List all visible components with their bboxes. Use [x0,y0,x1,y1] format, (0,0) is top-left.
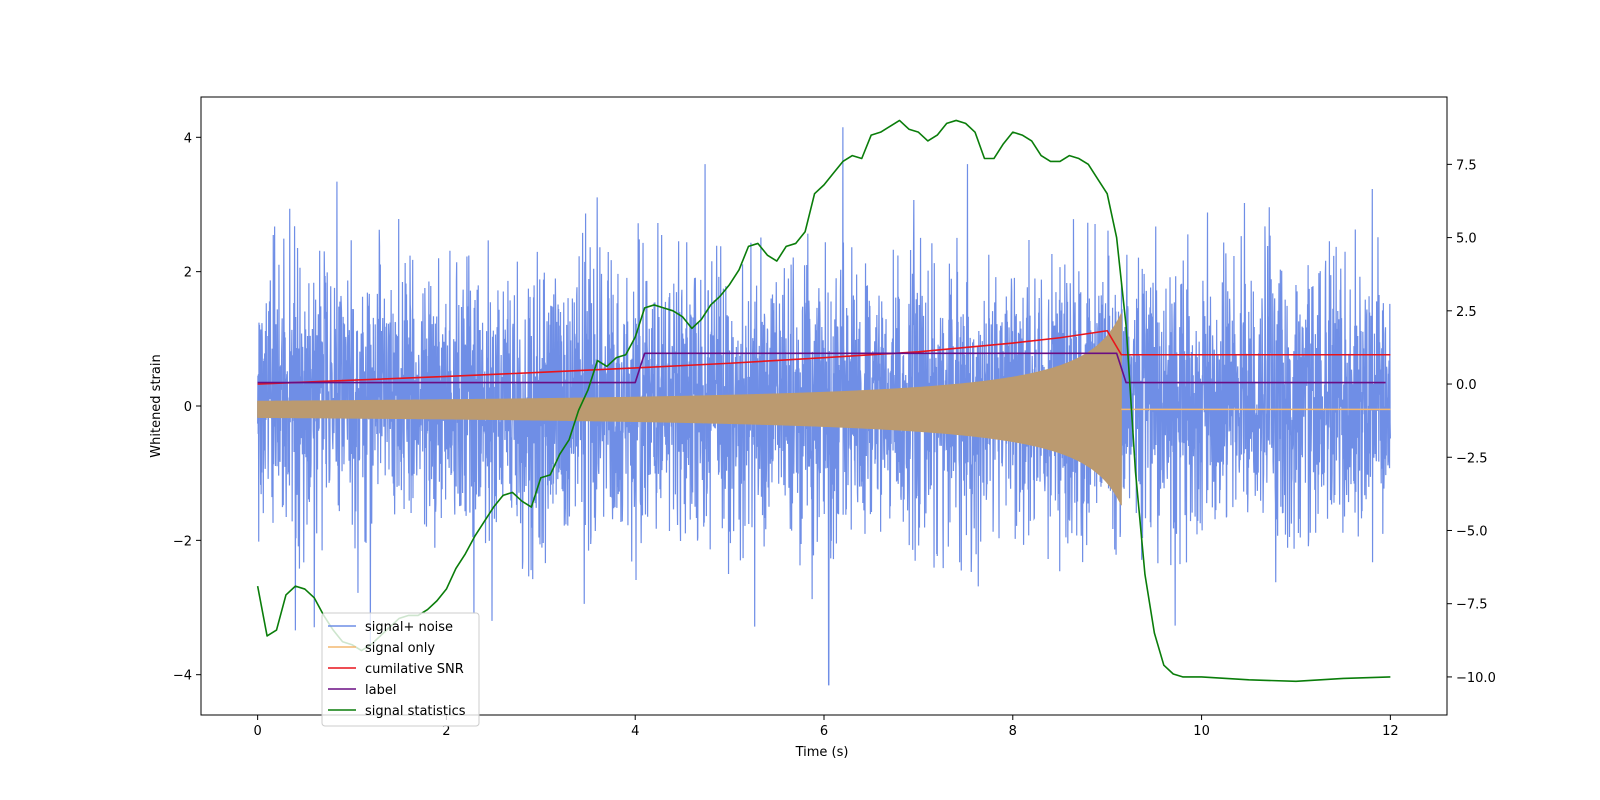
x-tick-label: 8 [1009,724,1017,739]
y-right-tick-label: −2.5 [1456,451,1488,466]
y-right-tick-label: 7.5 [1456,158,1477,173]
x-tick-label: 2 [442,724,450,739]
legend-box [321,612,480,727]
x-tick-label: 6 [820,724,828,739]
legend: signal+ noise signal only cumilative SNR la… [321,612,480,727]
legend-label: signal+ noise [365,620,453,635]
legend-label: label [365,683,396,698]
y-right-tick-label: −10.0 [1456,671,1496,686]
y-left-tick-label: 4 [184,131,192,146]
x-tick-label: 12 [1382,724,1399,739]
y-axis-label: Whitened strain [149,354,164,457]
y-left-tick-label: −4 [173,669,192,684]
x-tick-label: 10 [1193,724,1210,739]
y-right-tick-label: −5.0 [1456,524,1488,539]
legend-label: signal statistics [365,704,466,719]
y-right-tick-label: −7.5 [1456,598,1488,613]
series-label [257,352,1386,384]
y-right-tick-label: 2.5 [1456,305,1477,320]
x-axis-label: Time (s) [795,745,849,760]
y-left-tick-label: −2 [173,534,192,549]
series-signal-plus-noise [257,127,1391,686]
series-cumulative-snr [257,329,1391,385]
y-left-tick-label: 0 [184,400,192,415]
y-right-tick-label: 5.0 [1456,232,1477,247]
series-signal-only [257,313,1122,506]
axis-ticks: 0 2 4 6 8 10 12 −4 −2 0 2 4 −10.0 −7.5 −5.0 −2.5 0.0 2.5 5… [173,131,1496,739]
legend-label: cumilative SNR [365,662,464,677]
x-tick-label: 4 [631,724,639,739]
y-right-tick-label: 0.0 [1456,378,1477,393]
y-left-tick-label: 2 [184,266,192,281]
legend-label: signal only [365,641,435,656]
x-tick-label: 0 [253,724,261,739]
